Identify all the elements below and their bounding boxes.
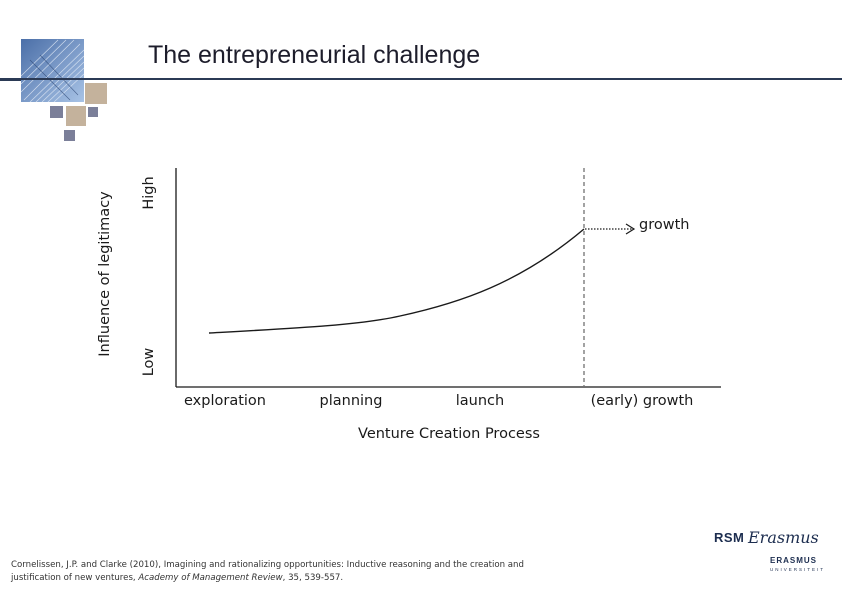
stage-label: exploration	[184, 393, 266, 409]
y-high-label: High	[141, 176, 157, 209]
citation-volume: , 35, 539-557.	[282, 572, 344, 583]
citation-journal: Academy of Management Review	[138, 572, 283, 583]
slide-title: The entrepreneurial challenge	[148, 41, 481, 69]
citation-text: Cornelissen, J.P. and Clarke (2010), Ima…	[11, 560, 524, 583]
stage-label: planning	[320, 393, 383, 409]
growth-label: growth	[639, 217, 689, 233]
legitimacy-curve	[208, 228, 585, 334]
erasmus-script-logo: Erasmus	[748, 528, 819, 547]
rsm-logo: RSM	[714, 530, 745, 545]
title-divider	[0, 78, 842, 80]
y-axis-title: Influence of legitimacy	[97, 191, 113, 357]
y-low-label: Low	[141, 348, 157, 377]
stage-label: (early) growth	[591, 393, 694, 409]
x-axis-title: Venture Creation Process	[358, 426, 540, 442]
erasmus-wordmark: ERASMUS	[770, 556, 818, 565]
stage-label: launch	[456, 393, 504, 409]
citation: Cornelissen, J.P. and Clarke (2010), Ima…	[11, 559, 531, 584]
building-logo-icon	[0, 39, 107, 141]
universiteit-wordmark: UNIVERSITEIT	[770, 567, 826, 572]
